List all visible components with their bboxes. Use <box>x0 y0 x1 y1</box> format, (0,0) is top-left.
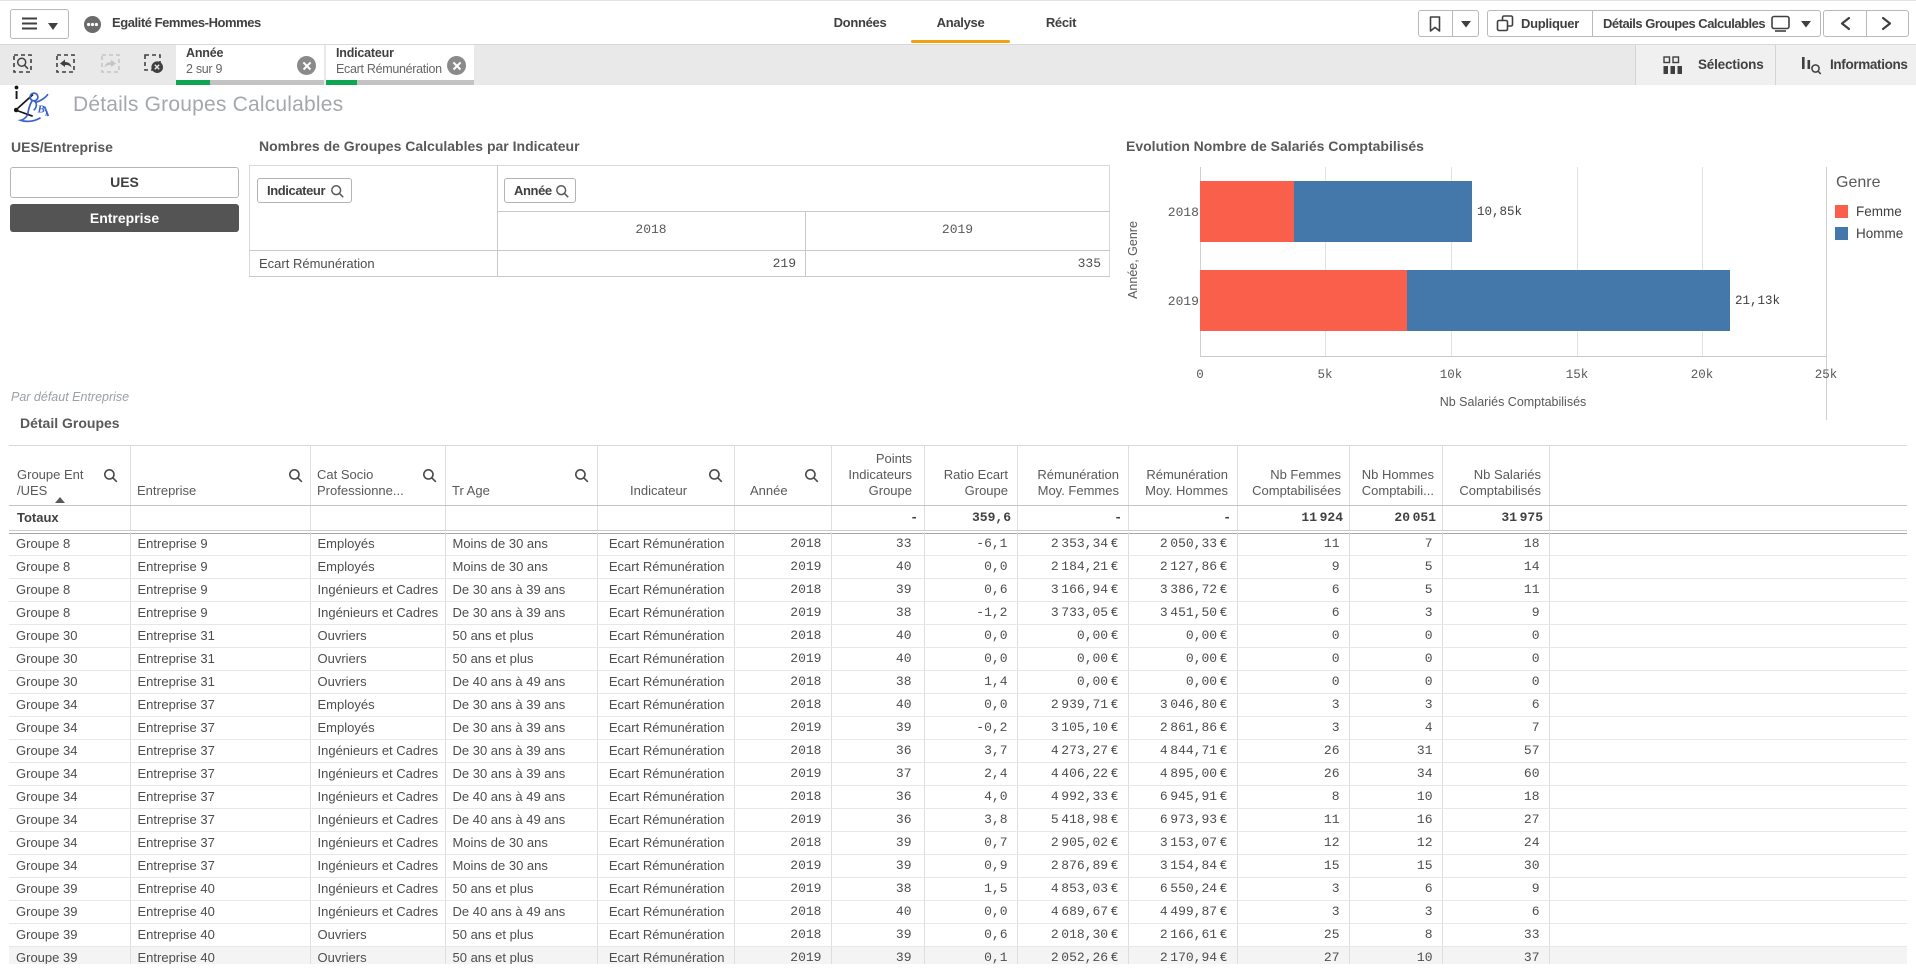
svg-text:L: L <box>44 110 49 118</box>
svg-text:B: B <box>37 104 45 116</box>
